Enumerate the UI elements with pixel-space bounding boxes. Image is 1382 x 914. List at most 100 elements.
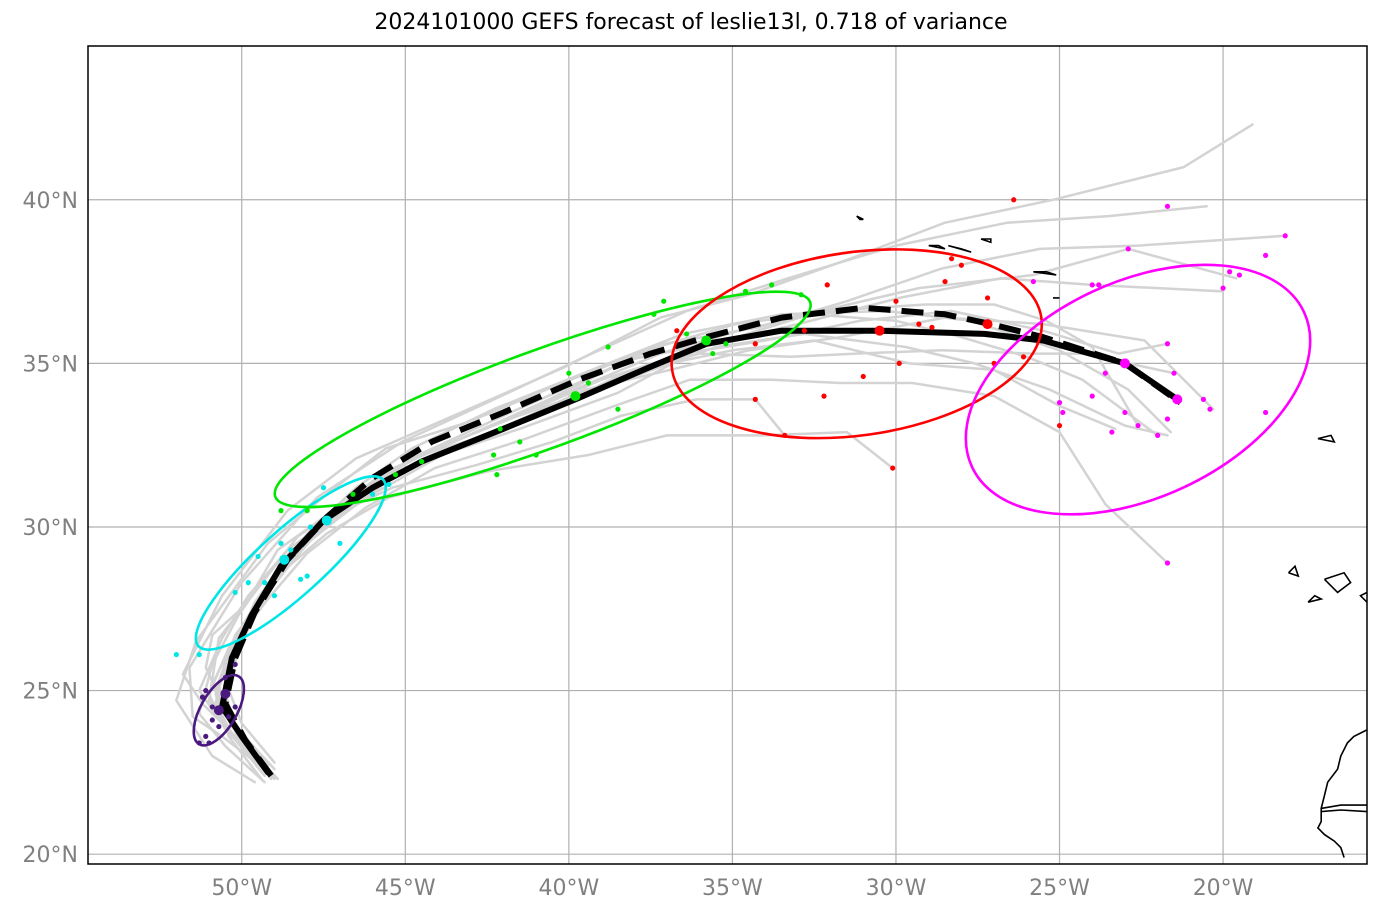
member-position-dot: [958, 262, 964, 268]
track-center-dot: [213, 705, 224, 716]
coastline: [1033, 270, 1057, 276]
plot-area: [173, 123, 1367, 858]
track-center-dot: [570, 391, 581, 402]
y-tick-label: 20°N: [23, 843, 78, 868]
y-tick-label: 35°N: [23, 352, 78, 377]
ensemble-track: [181, 123, 1254, 781]
coastline: [1316, 729, 1367, 858]
member-position-dot: [1220, 285, 1226, 291]
member-position-dot: [1207, 406, 1213, 412]
member-position-dot: [255, 553, 261, 560]
member-position-dot: [752, 396, 758, 402]
member-position-dot: [1122, 409, 1128, 416]
member-position-dot: [929, 324, 935, 330]
member-position-dot: [517, 439, 523, 445]
member-position-dot: [203, 733, 209, 739]
coastline: [928, 244, 946, 250]
member-position-dot: [615, 406, 621, 412]
x-tick-label: 40°W: [538, 876, 599, 901]
x-tick-label: 30°W: [866, 876, 927, 901]
coastline: [1359, 591, 1367, 603]
track-center-dot: [1119, 358, 1130, 369]
member-position-dot: [271, 593, 278, 599]
member-position-dot: [278, 540, 284, 546]
member-position-dot: [1089, 393, 1095, 399]
track-center-dot: [220, 688, 231, 699]
member-position-dot: [232, 589, 238, 596]
coastline: [1321, 804, 1367, 810]
member-position-dot: [1011, 197, 1017, 203]
member-position-dot: [392, 472, 399, 478]
member-position-dot: [801, 328, 807, 334]
uncertainty-ellipse: [273, 290, 812, 509]
member-position-dot: [605, 344, 611, 350]
member-position-dot: [386, 481, 392, 488]
track-center-dot: [279, 554, 290, 565]
member-position-dot: [752, 341, 758, 347]
member-position-dot: [209, 704, 215, 710]
member-position-dot: [173, 651, 179, 658]
member-position-dot: [769, 282, 775, 288]
member-position-dot: [1164, 203, 1171, 209]
member-position-dot: [419, 458, 425, 465]
member-position-dot: [298, 576, 304, 582]
x-tick-label: 35°W: [702, 876, 763, 901]
member-position-dot: [1096, 282, 1102, 288]
ensemble-track: [207, 316, 1215, 774]
uncertainty-ellipse: [192, 673, 246, 747]
member-position-dot: [491, 452, 497, 458]
track-center-dot: [982, 319, 993, 330]
member-position-dot: [661, 298, 667, 304]
member-position-dot: [278, 508, 284, 514]
member-position-dot: [1164, 341, 1171, 347]
x-tick-label: 25°W: [1029, 876, 1090, 901]
coastline: [1321, 809, 1367, 813]
y-tick-label: 25°N: [23, 680, 78, 705]
member-position-dot: [304, 573, 310, 579]
member-position-dot: [494, 472, 500, 478]
member-position-dot: [350, 491, 356, 497]
member-position-dot: [288, 547, 294, 553]
member-position-dot: [209, 717, 215, 723]
member-position-dot: [216, 723, 222, 730]
member-position-dot: [984, 295, 991, 301]
y-tick-label: 30°N: [23, 516, 78, 541]
x-tick-label: 45°W: [375, 876, 436, 901]
ensemble-track: [211, 378, 1169, 771]
member-position-dot: [1164, 560, 1171, 566]
member-position-dot: [684, 331, 690, 337]
track-center-dot: [1172, 394, 1183, 405]
member-position-dot: [1135, 422, 1141, 429]
coastline: [1307, 594, 1324, 603]
member-position-dot: [723, 341, 729, 347]
track-center-dot: [321, 515, 332, 526]
member-position-dot: [245, 580, 251, 586]
member-position-dot: [226, 714, 232, 720]
member-position-dot: [942, 278, 948, 285]
member-position-dot: [232, 661, 238, 668]
ensemble-track: [214, 430, 894, 777]
member-position-dot: [497, 426, 503, 432]
axis-ticks: 50°W 45°W 40°W 35°W 30°W 25°W 20°W 20°N 25°N 30°N…: [23, 189, 1254, 901]
uncertainty-ellipse: [964, 263, 1312, 516]
member-position-dot: [1236, 272, 1243, 278]
member-position-dot: [1164, 416, 1171, 422]
mean-track: [219, 327, 1181, 776]
member-position-dot: [1109, 429, 1115, 435]
chart-title: 2024101000 GEFS forecast of leslie13l, 0…: [374, 10, 1008, 35]
track-center-dot: [701, 335, 712, 346]
member-position-dot: [337, 540, 343, 546]
member-position-dot: [916, 321, 922, 327]
member-position-dot: [585, 380, 592, 386]
member-position-dot: [896, 360, 902, 366]
member-position-dot: [948, 256, 955, 262]
member-position-dot: [821, 393, 827, 399]
y-tick-label: 40°N: [23, 189, 78, 214]
member-position-dot: [307, 524, 314, 530]
x-tick-label: 50°W: [211, 876, 272, 901]
member-position-dot: [1060, 409, 1066, 416]
coastline: [948, 244, 972, 253]
x-tick-label: 20°W: [1193, 876, 1254, 901]
member-position-dot: [1227, 269, 1233, 275]
